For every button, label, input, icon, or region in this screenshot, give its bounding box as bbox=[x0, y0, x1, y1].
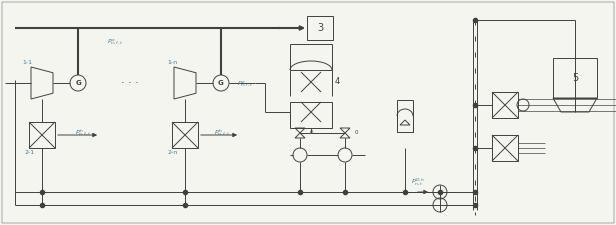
Bar bbox=[172, 122, 198, 148]
Text: $P^h_{n,f,t}$: $P^h_{n,f,t}$ bbox=[75, 128, 91, 138]
Text: $P^e_{n,f,t}$: $P^e_{n,f,t}$ bbox=[237, 79, 253, 88]
Bar bbox=[307, 16, 333, 40]
Bar bbox=[290, 44, 332, 70]
Text: $P^h_{n,f,t}$: $P^h_{n,f,t}$ bbox=[214, 128, 230, 138]
Text: 0: 0 bbox=[355, 130, 359, 135]
Bar bbox=[553, 58, 597, 98]
Text: · · ·: · · · bbox=[121, 78, 139, 88]
Text: 4: 4 bbox=[335, 77, 340, 86]
Text: 1-n: 1-n bbox=[167, 59, 177, 65]
Bar bbox=[492, 135, 518, 161]
Text: G: G bbox=[218, 80, 224, 86]
Text: G: G bbox=[75, 80, 81, 86]
Bar bbox=[29, 122, 55, 148]
Text: $P^{D,h}_{n,t}$: $P^{D,h}_{n,t}$ bbox=[411, 177, 425, 187]
Text: $P^e_{n,f,t}$: $P^e_{n,f,t}$ bbox=[107, 38, 123, 47]
Text: 3: 3 bbox=[317, 23, 323, 33]
Text: 5: 5 bbox=[572, 73, 578, 83]
Text: 0: 0 bbox=[310, 130, 314, 135]
Bar bbox=[290, 102, 332, 128]
Bar bbox=[397, 100, 413, 132]
Text: 2-1: 2-1 bbox=[25, 149, 35, 155]
Text: 1-1: 1-1 bbox=[22, 59, 32, 65]
Text: 2-n: 2-n bbox=[168, 149, 178, 155]
Bar bbox=[492, 92, 518, 118]
